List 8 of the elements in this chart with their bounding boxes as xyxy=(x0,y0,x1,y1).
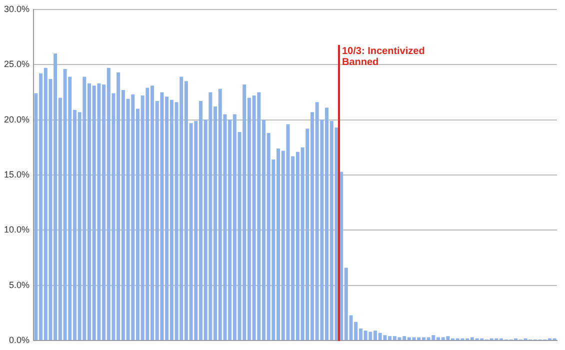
y-tick-label: 10.0% xyxy=(4,224,30,235)
y-tick-label: 25.0% xyxy=(4,59,30,70)
y-tick-label: 5.0% xyxy=(9,280,30,290)
y-tick-label: 20.0% xyxy=(4,114,30,124)
y-tick-label: 15.0% xyxy=(4,169,30,180)
y-tick-label: 0.0% xyxy=(9,335,30,346)
y-tick-label: 30.0% xyxy=(4,4,30,14)
annotation: 10/3: Incentivized Banned xyxy=(342,46,426,68)
